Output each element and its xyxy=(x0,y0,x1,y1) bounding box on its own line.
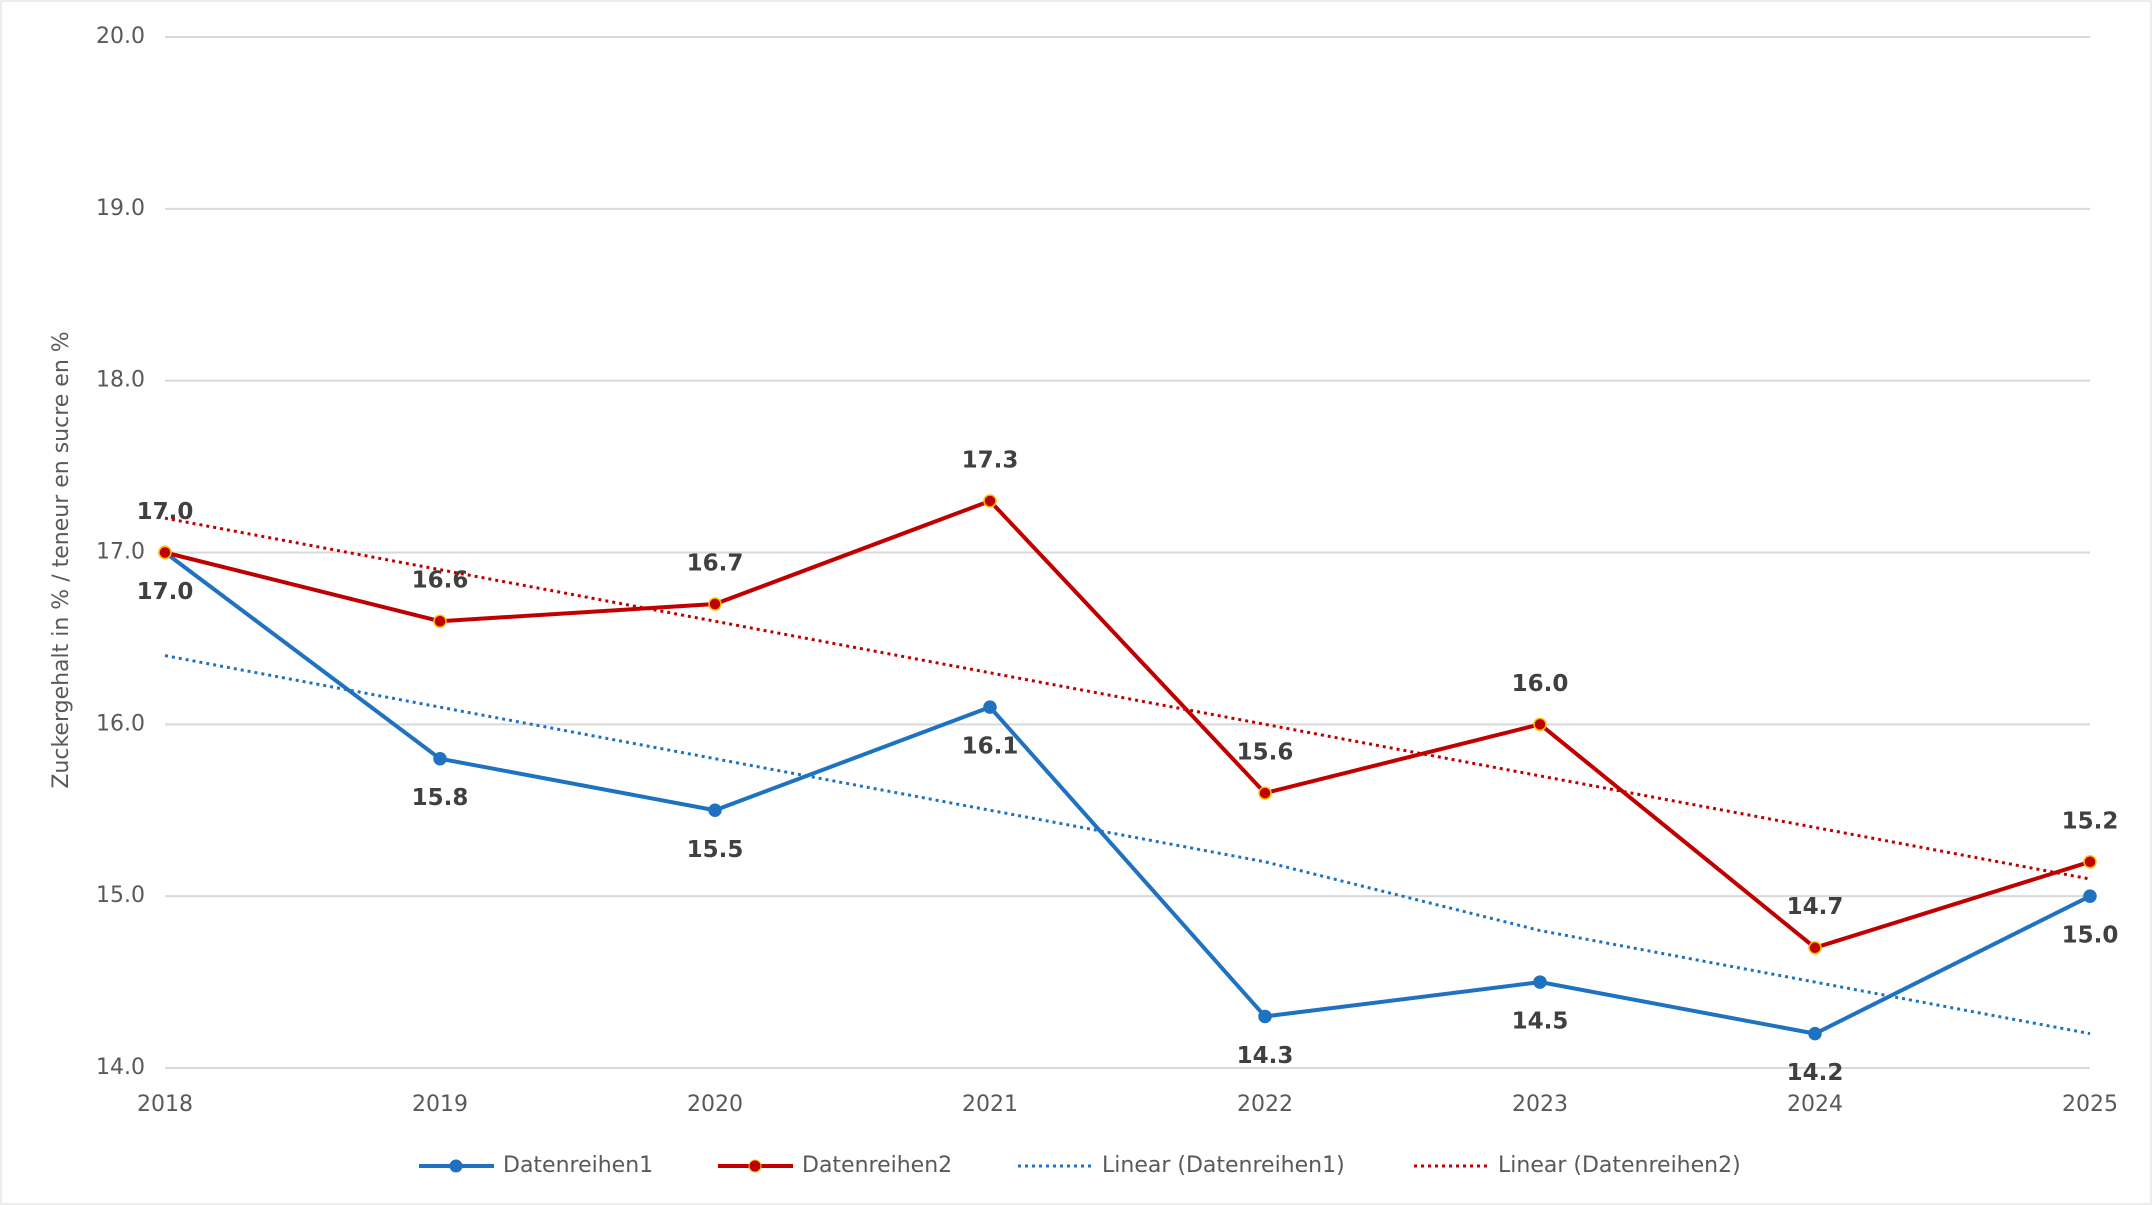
y-tick-label: 20.0 xyxy=(96,24,145,49)
y-tick-label: 19.0 xyxy=(96,196,145,221)
data-label: 14.5 xyxy=(1512,1009,1569,1035)
data-label: 14.3 xyxy=(1237,1043,1294,1069)
marker xyxy=(983,700,997,714)
trend-line xyxy=(164,516,2091,881)
data-label: 15.8 xyxy=(412,785,469,811)
x-tick-label: 2024 xyxy=(1787,1092,1843,1117)
x-tick-label: 2022 xyxy=(1237,1092,1293,1117)
data-label: 14.7 xyxy=(1787,894,1844,920)
marker xyxy=(983,494,997,508)
marker xyxy=(1808,1026,1822,1041)
marker xyxy=(1808,940,1822,955)
marker xyxy=(708,597,722,611)
x-tick-label: 2023 xyxy=(1512,1092,1568,1117)
legend-label: Datenreihen1 xyxy=(503,1153,653,1178)
data-label: 15.0 xyxy=(2062,923,2119,949)
x-tick-label: 2021 xyxy=(962,1092,1018,1117)
marker xyxy=(2083,855,2097,869)
x-tick-label: 2020 xyxy=(687,1092,743,1117)
x-tick-label: 2018 xyxy=(137,1092,193,1117)
x-tick-label: 2019 xyxy=(412,1092,468,1117)
data-label: 16.0 xyxy=(1512,671,1569,697)
marker xyxy=(433,614,447,628)
legend-label: Datenreihen2 xyxy=(802,1153,952,1178)
marker xyxy=(433,751,447,766)
y-tick-label: 16.0 xyxy=(96,711,145,736)
data-label: 14.2 xyxy=(1787,1060,1844,1086)
data-label: 17.3 xyxy=(962,447,1019,473)
x-tick-label: 2025 xyxy=(2062,1092,2118,1117)
y-tick-label: 18.0 xyxy=(96,368,145,393)
series-line xyxy=(164,498,2091,950)
legend-marker xyxy=(748,1159,762,1173)
data-label: 17.0 xyxy=(137,579,194,605)
data-label: 16.6 xyxy=(412,568,469,594)
marker xyxy=(708,803,722,817)
y-axis-title: Zuckergehalt in % / teneur en sucre en % xyxy=(49,331,74,788)
y-tick-label: 15.0 xyxy=(96,883,145,908)
marker xyxy=(1258,1009,1272,1024)
data-label: 15.6 xyxy=(1237,740,1294,766)
data-label: 17.0 xyxy=(137,499,194,525)
marker xyxy=(1258,786,1272,800)
y-tick-label: 17.0 xyxy=(96,540,145,565)
marker xyxy=(2083,889,2097,903)
legend-label: Linear (Datenreihen1) xyxy=(1102,1153,1345,1178)
marker xyxy=(1533,975,1547,989)
y-tick-label: 14.0 xyxy=(96,1055,145,1080)
data-label: 16.1 xyxy=(962,734,1019,760)
data-label: 15.2 xyxy=(2062,808,2119,834)
series-line xyxy=(163,550,2091,1036)
marker xyxy=(1533,717,1547,732)
data-label: 16.7 xyxy=(687,551,744,577)
legend-label: Linear (Datenreihen2) xyxy=(1498,1153,1741,1178)
legend-marker xyxy=(449,1159,463,1173)
marker xyxy=(158,545,172,560)
data-label: 15.5 xyxy=(687,837,744,863)
